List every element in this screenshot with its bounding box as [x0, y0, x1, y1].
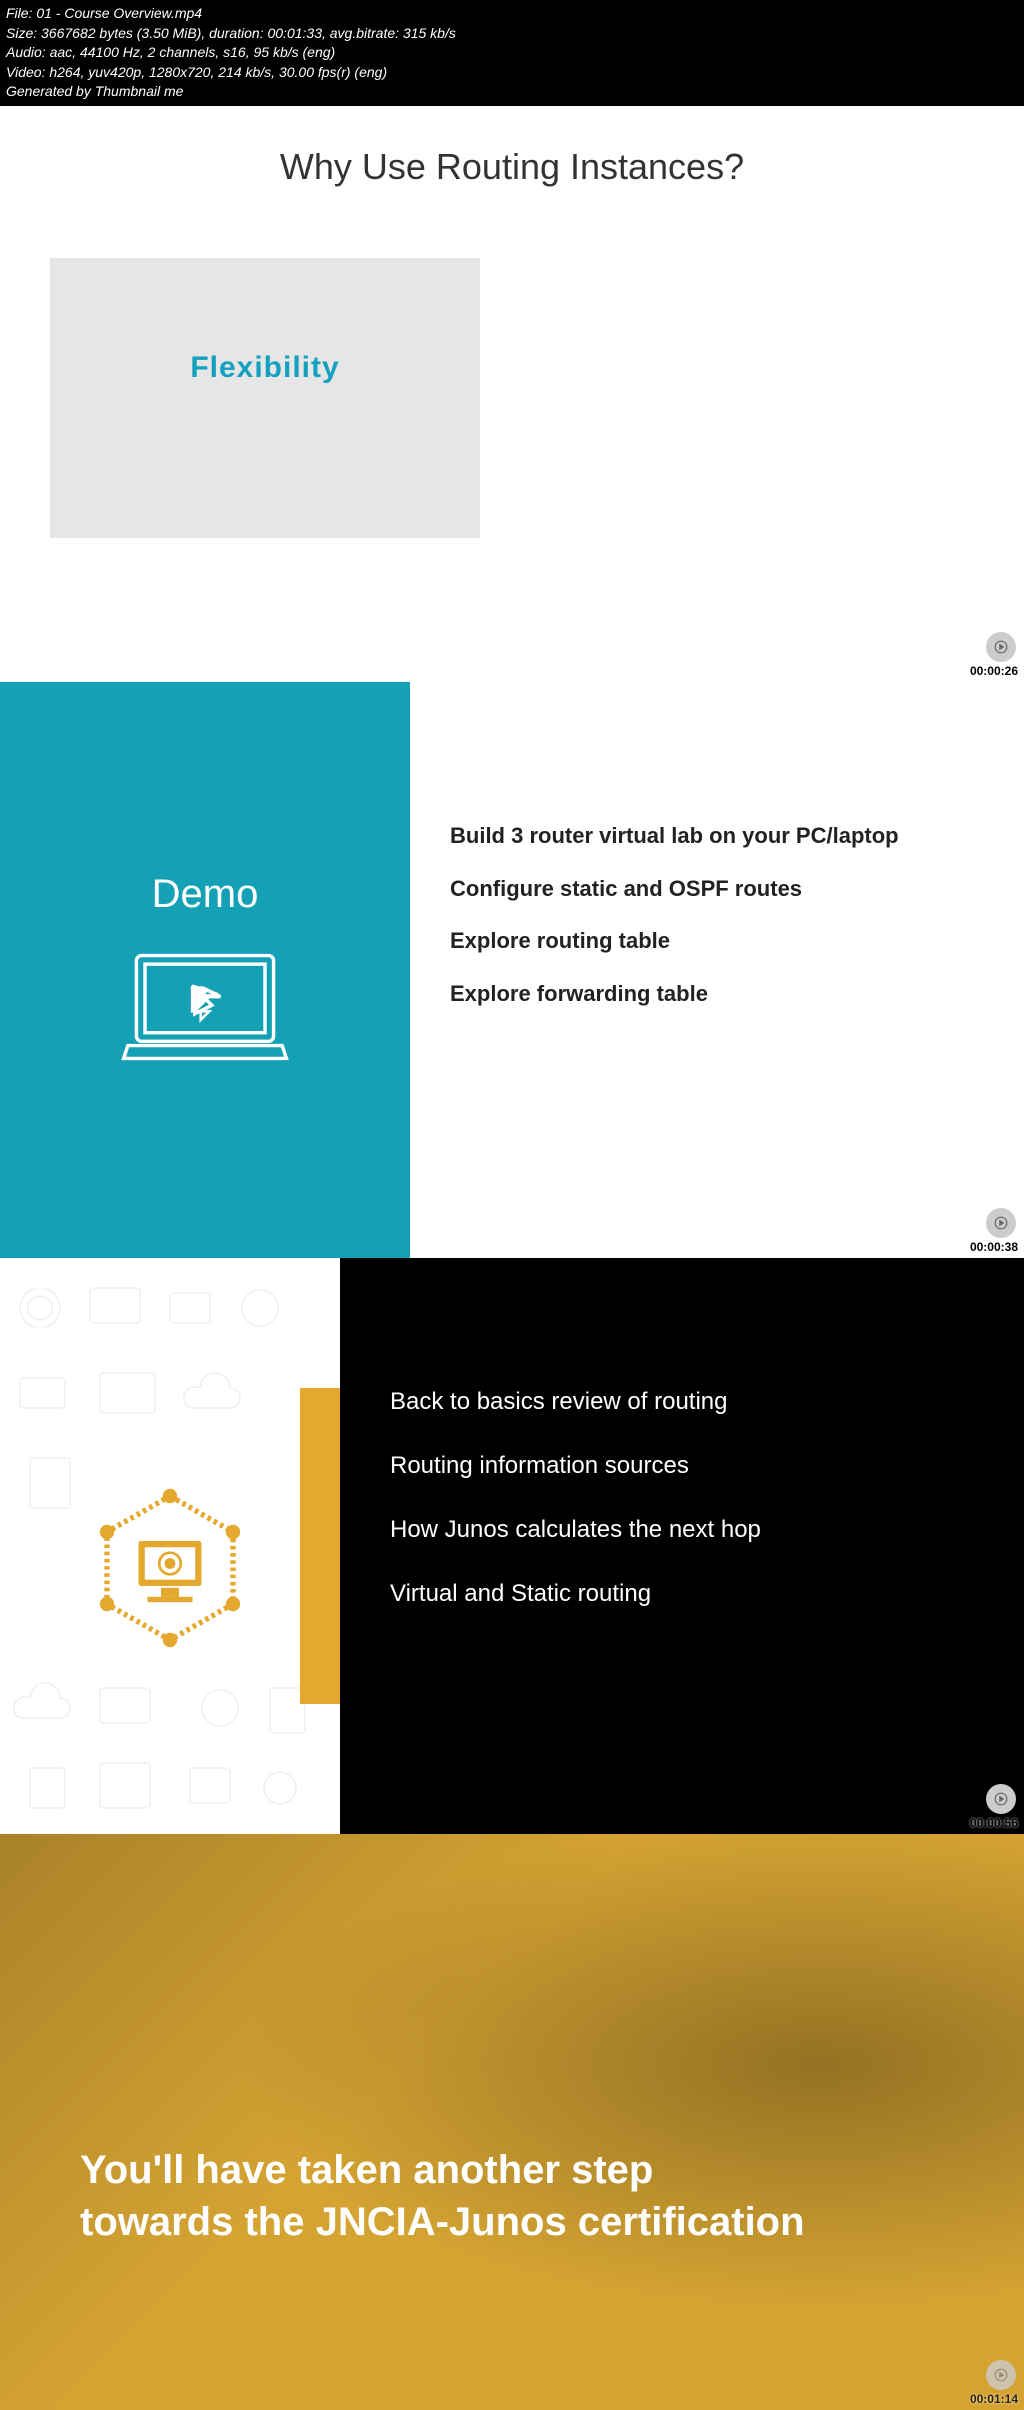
- highlight-box: Flexibility: [50, 258, 480, 538]
- closing-statement: You'll have taken another step towards t…: [80, 2144, 805, 2248]
- play-button-icon: [986, 632, 1016, 662]
- demo-panel: Demo: [0, 682, 410, 1258]
- highlight-text: Flexibility: [190, 351, 339, 385]
- demo-bullets: Build 3 router virtual lab on your PC/la…: [410, 682, 1024, 1258]
- bullet-item: Explore forwarding table: [450, 980, 984, 1009]
- timestamp-label: 00:00:26: [970, 664, 1018, 678]
- topic-item: Virtual and Static routing: [390, 1580, 984, 1608]
- network-hex-icon: [80, 1478, 260, 1658]
- closing-line-1: You'll have taken another step: [80, 2144, 805, 2196]
- meta-size: Size: 3667682 bytes (3.50 MiB), duration…: [6, 24, 1018, 44]
- timestamp-label: 00:01:14: [970, 2392, 1018, 2406]
- play-button-icon: [986, 2360, 1016, 2390]
- meta-audio: Audio: aac, 44100 Hz, 2 channels, s16, 9…: [6, 43, 1018, 63]
- topics-panel: Back to basics review of routing Routing…: [340, 1258, 1024, 1834]
- topic-item: How Junos calculates the next hop: [390, 1516, 984, 1544]
- topic-item: Back to basics review of routing: [390, 1388, 984, 1416]
- topic-item: Routing information sources: [390, 1452, 984, 1480]
- thumbnail-frame-3: Back to basics review of routing Routing…: [0, 1258, 1024, 1834]
- timestamp-label: 00:00:38: [970, 1240, 1018, 1254]
- thumbnail-frame-4: You'll have taken another step towards t…: [0, 1834, 1024, 2410]
- meta-generated: Generated by Thumbnail me: [6, 82, 1018, 102]
- icon-panel: [0, 1258, 340, 1834]
- play-button-icon: [986, 1208, 1016, 1238]
- accent-bar: [300, 1388, 340, 1704]
- slide-title: Why Use Routing Instances?: [0, 106, 1024, 188]
- timestamp-label: 00:00:56: [970, 1816, 1018, 1830]
- photo-overlay: [0, 1834, 1024, 2410]
- meta-file: File: 01 - Course Overview.mp4: [6, 4, 1018, 24]
- demo-label: Demo: [152, 872, 259, 917]
- laptop-icon: [115, 947, 295, 1067]
- thumbnail-frame-2: Demo Build 3 router virtual lab on your …: [0, 682, 1024, 1258]
- thumbnail-frame-1: Why Use Routing Instances? Flexibility 0…: [0, 106, 1024, 682]
- play-button-icon: [986, 1784, 1016, 1814]
- meta-video: Video: h264, yuv420p, 1280x720, 214 kb/s…: [6, 63, 1018, 83]
- bullet-item: Configure static and OSPF routes: [450, 875, 984, 904]
- closing-line-2: towards the JNCIA-Junos certification: [80, 2196, 805, 2248]
- bullet-item: Explore routing table: [450, 927, 984, 956]
- video-metadata: File: 01 - Course Overview.mp4 Size: 366…: [0, 0, 1024, 106]
- bullet-item: Build 3 router virtual lab on your PC/la…: [450, 822, 984, 851]
